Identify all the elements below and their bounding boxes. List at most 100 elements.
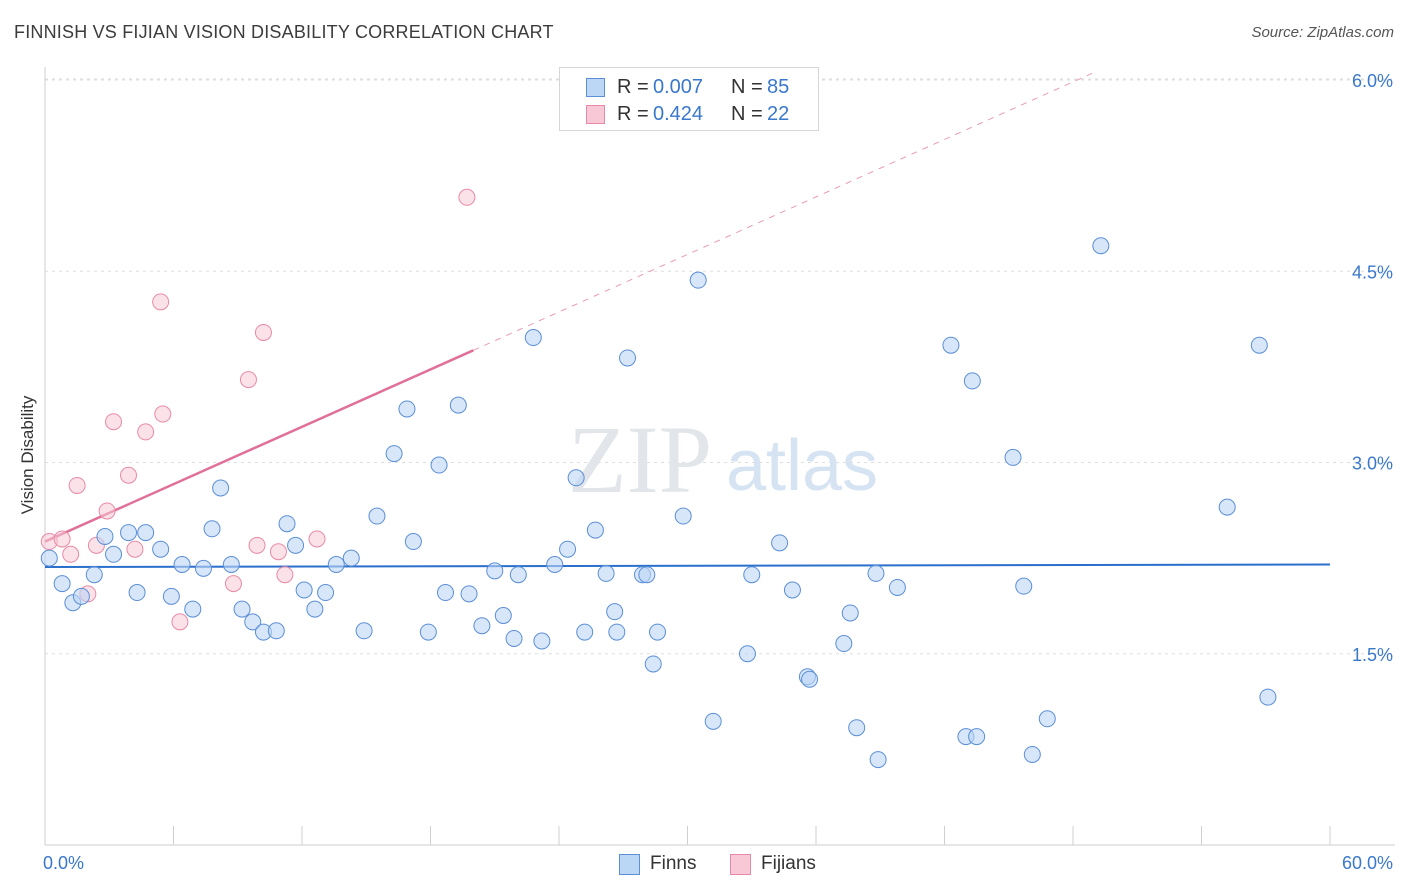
finns-point — [835, 635, 853, 653]
finns-point — [848, 719, 866, 737]
legend-row-fijians: R = 0.424 N = 22 — [586, 102, 789, 126]
finns-point — [1250, 336, 1268, 354]
fijians-point — [62, 545, 80, 563]
fijians-point — [154, 405, 172, 423]
x-tick-label-min: 0.0% — [43, 853, 84, 873]
finns-point — [505, 629, 523, 647]
fijians-legend-swatch — [730, 853, 751, 875]
fijians-point — [276, 566, 294, 584]
finns-point — [327, 556, 345, 573]
source-label: Source: ZipAtlas.com — [1251, 24, 1394, 41]
finns-point — [40, 549, 58, 567]
finns-point — [342, 549, 360, 567]
finns-point — [586, 521, 604, 539]
legend-row-finns: R = 0.007 N = 85 — [586, 75, 789, 99]
fijians-point — [120, 466, 138, 484]
fijians-point — [126, 540, 144, 558]
finns-point — [436, 584, 454, 602]
finns-point — [743, 566, 761, 584]
tick-labels: 1.5% 3.0% 4.5% 6.0% 0.0% 60.0% — [43, 71, 1393, 873]
finns-point — [486, 562, 504, 580]
finns-trend-line — [44, 563, 1331, 569]
finns-point — [1092, 237, 1110, 255]
finns-point — [533, 632, 551, 650]
fijians-point — [53, 530, 71, 548]
fijians-point — [68, 476, 86, 494]
fijians-trend-line — [44, 349, 474, 543]
finns-point — [494, 607, 512, 624]
finns-swatch — [586, 77, 605, 97]
finns-r-value: 0.007 — [653, 75, 704, 98]
axes — [44, 67, 1395, 846]
finns-point — [162, 587, 180, 605]
chart-title: FINNISH VS FIJIAN VISION DISABILITY CORR… — [14, 22, 554, 42]
finns-point — [841, 604, 859, 622]
finns-point — [152, 540, 170, 558]
y-tick-label: 4.5% — [1352, 262, 1393, 282]
bottom-legend-finns: Finns — [619, 852, 696, 876]
fijians-point — [239, 371, 257, 389]
watermark-atlas: atlas — [726, 426, 878, 506]
finns-point — [1015, 577, 1033, 595]
fijians-point — [171, 613, 189, 631]
trend-lines — [44, 71, 1331, 569]
finns-point — [619, 349, 637, 367]
finns-point — [1259, 688, 1277, 706]
fijians-point — [248, 536, 266, 554]
finns-point — [385, 445, 403, 463]
finns-point — [606, 603, 624, 621]
finns-point — [430, 456, 448, 474]
finns-points — [40, 237, 1277, 769]
finns-point — [194, 559, 212, 577]
finns-point — [1218, 498, 1236, 516]
x-tick-label-max: 60.0% — [1342, 853, 1393, 873]
finns-point — [638, 566, 656, 584]
finns-point — [1004, 448, 1022, 466]
finns-point — [184, 600, 202, 618]
legend-r-label: R = — [617, 102, 649, 125]
fijians-point — [269, 543, 287, 561]
finns-point — [869, 751, 887, 769]
finns-point — [1038, 710, 1056, 728]
finns-point — [96, 527, 114, 545]
fijians-point — [458, 188, 476, 206]
fijians-point — [137, 423, 155, 441]
finns-point — [212, 479, 230, 497]
finns-point — [576, 623, 594, 641]
finns-point — [738, 645, 756, 663]
finns-legend-label: Finns — [650, 853, 697, 874]
finns-point — [674, 507, 692, 525]
fijians-n-value: 22 — [767, 102, 790, 125]
finns-point — [449, 396, 467, 414]
fijians-trend-extension — [473, 71, 1095, 351]
finns-point — [398, 400, 416, 418]
fijians-swatch — [586, 104, 605, 124]
finns-point — [783, 581, 801, 599]
finns-point — [72, 587, 90, 605]
fijians-point — [254, 323, 272, 341]
finns-point — [355, 622, 373, 640]
finns-point — [546, 556, 564, 573]
fijians-point — [105, 413, 123, 431]
finns-point — [1023, 745, 1041, 763]
finns-point — [559, 540, 577, 558]
finns-point — [644, 655, 662, 673]
y-tick-label: 1.5% — [1352, 645, 1393, 665]
correlation-legend: R = 0.007 N = 85 R = 0.424 N = 22 — [559, 67, 819, 131]
finns-point — [704, 712, 722, 730]
fijians-r-value: 0.424 — [653, 102, 704, 125]
finns-point — [120, 524, 138, 542]
finns-point — [404, 533, 422, 551]
finns-point — [689, 271, 707, 289]
finns-point — [203, 520, 221, 538]
y-tick-label: 6.0% — [1352, 71, 1393, 91]
finns-point — [222, 556, 240, 573]
finns-point — [128, 584, 146, 602]
finns-point — [509, 566, 527, 584]
finns-point — [173, 556, 191, 573]
y-tick-label: 3.0% — [1352, 454, 1393, 474]
finns-point — [85, 566, 103, 584]
finns-point — [419, 623, 437, 641]
finns-point — [137, 524, 155, 542]
finns-point — [567, 469, 585, 487]
